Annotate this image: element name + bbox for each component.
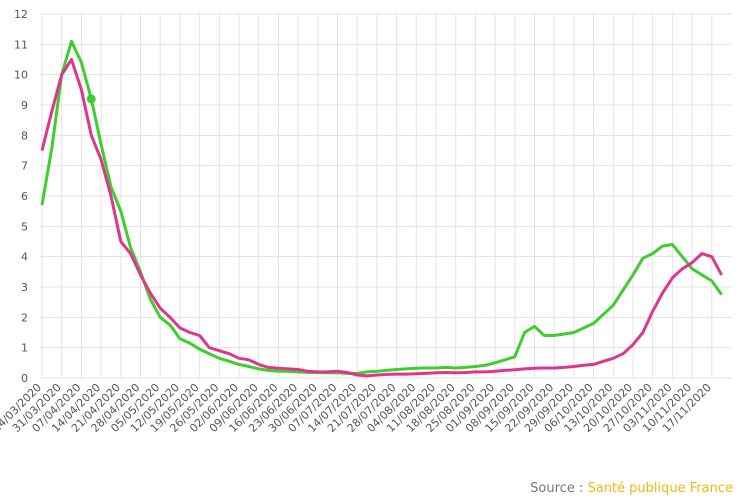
y-tick-label: 0 — [21, 372, 28, 385]
highlight-point — [86, 94, 96, 104]
y-tick-label: 10 — [14, 69, 28, 82]
y-tick-label: 2 — [21, 311, 28, 324]
y-tick-label: 6 — [21, 190, 28, 203]
y-tick-label: 3 — [21, 281, 28, 294]
y-tick-label: 12 — [14, 8, 28, 21]
series-line — [40, 39, 723, 375]
y-tick-label: 9 — [21, 99, 28, 112]
source-name: Santé publique France — [587, 481, 733, 496]
y-tick-label: 5 — [21, 220, 28, 233]
source-label: Source : — [530, 481, 583, 496]
y-tick-label: 11 — [14, 38, 28, 51]
y-tick-label: 4 — [21, 251, 28, 264]
y-tick-label: 1 — [21, 342, 28, 355]
y-tick-label: 7 — [21, 160, 28, 173]
y-tick-label: 8 — [21, 129, 28, 142]
source: Source : Santé publique France — [530, 481, 733, 496]
series-line — [40, 58, 723, 378]
